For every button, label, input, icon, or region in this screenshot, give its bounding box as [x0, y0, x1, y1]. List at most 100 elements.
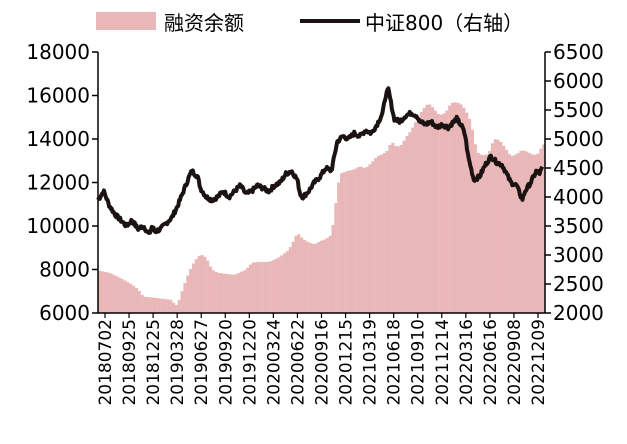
bar: [428, 104, 432, 313]
bar: [194, 259, 198, 313]
bar: [135, 287, 139, 313]
bar: [470, 129, 474, 313]
bar: [391, 142, 395, 313]
right-tick-label: 4000: [553, 185, 604, 209]
bar: [359, 166, 363, 313]
bar: [414, 122, 418, 313]
right-tick-label: 2500: [553, 272, 604, 296]
bar: [496, 139, 500, 313]
bar: [146, 297, 150, 313]
bar: [257, 261, 261, 313]
right-tick-label: 4500: [553, 156, 604, 180]
bar: [379, 154, 383, 313]
bar: [351, 169, 355, 313]
bar: [294, 235, 298, 313]
bar: [305, 241, 309, 313]
bar: [479, 154, 483, 313]
bar: [163, 299, 167, 313]
bar: [325, 237, 329, 313]
bar: [405, 136, 409, 313]
x-tick-label: 20190920: [216, 319, 236, 406]
bar: [109, 273, 113, 313]
right-tick-label: 5000: [553, 127, 604, 151]
bar: [140, 294, 144, 313]
bar: [297, 234, 301, 313]
bar: [416, 116, 420, 313]
bar: [186, 275, 190, 313]
bar: [169, 299, 173, 313]
bar: [431, 107, 435, 313]
bar: [237, 272, 241, 313]
x-tick-label: 20191220: [240, 319, 260, 406]
bar: [527, 152, 531, 313]
bar: [174, 304, 178, 313]
x-tick-label: 20181225: [144, 319, 164, 406]
axes: [92, 51, 551, 318]
left-tick-label: 12000: [26, 171, 90, 195]
right-tick-label: 2000: [553, 301, 604, 325]
bar: [459, 104, 463, 313]
bar: [348, 170, 352, 313]
bar: [277, 257, 281, 313]
bar: [433, 110, 437, 313]
bar: [280, 255, 284, 313]
x-tick-label: 20180702: [96, 319, 116, 406]
left-tick-label: 6000: [39, 301, 90, 325]
bar: [177, 299, 181, 313]
bar: [123, 280, 127, 313]
bar: [462, 107, 466, 313]
x-tick-label: 20210319: [361, 319, 381, 406]
bar: [260, 261, 264, 313]
bar: [362, 167, 366, 313]
bar: [180, 291, 184, 313]
bar: [149, 297, 153, 313]
left-tick-label: 14000: [26, 127, 90, 151]
bar: [183, 283, 187, 313]
x-tick-label: 20200324: [264, 319, 284, 406]
legend-swatch-margin-balance: [96, 12, 156, 30]
bar: [246, 267, 250, 313]
x-tick-label: 20220616: [481, 319, 501, 406]
bar: [265, 261, 269, 313]
bar: [439, 114, 443, 313]
bar: [516, 153, 520, 313]
bar: [385, 150, 389, 313]
x-tick-label: 20200916: [313, 319, 333, 406]
bar: [510, 155, 514, 313]
bar: [525, 151, 529, 313]
bar: [115, 276, 119, 313]
bar: [331, 224, 335, 313]
bar: [143, 296, 147, 313]
x-tick-label: 20180925: [120, 319, 140, 406]
bar: [160, 298, 164, 313]
bar: [328, 235, 332, 313]
bar: [120, 279, 124, 313]
bar: [345, 171, 349, 313]
x-tick-label: 20210910: [409, 319, 429, 406]
bar: [399, 144, 403, 313]
bar: [263, 261, 267, 313]
bar: [132, 285, 136, 313]
right-tick-label: 3000: [553, 243, 604, 267]
bar: [436, 113, 440, 314]
bar: [402, 140, 406, 313]
bar: [302, 239, 306, 313]
x-tick-label: 20200622: [288, 319, 308, 406]
bar: [493, 139, 497, 313]
x-tick-label: 20190328: [168, 319, 188, 406]
bar: [322, 239, 326, 313]
bar: [314, 243, 318, 313]
bar: [209, 266, 213, 313]
bar: [300, 237, 304, 313]
bar: [211, 270, 215, 313]
bar: [476, 152, 480, 313]
bar: [274, 258, 278, 313]
bar: [234, 274, 238, 313]
bar: [394, 145, 398, 313]
bar: [519, 150, 523, 313]
right-tick-label: 5500: [553, 98, 604, 122]
bar: [539, 148, 543, 313]
bar: [98, 270, 101, 313]
bar: [271, 260, 275, 313]
bar: [334, 203, 338, 313]
